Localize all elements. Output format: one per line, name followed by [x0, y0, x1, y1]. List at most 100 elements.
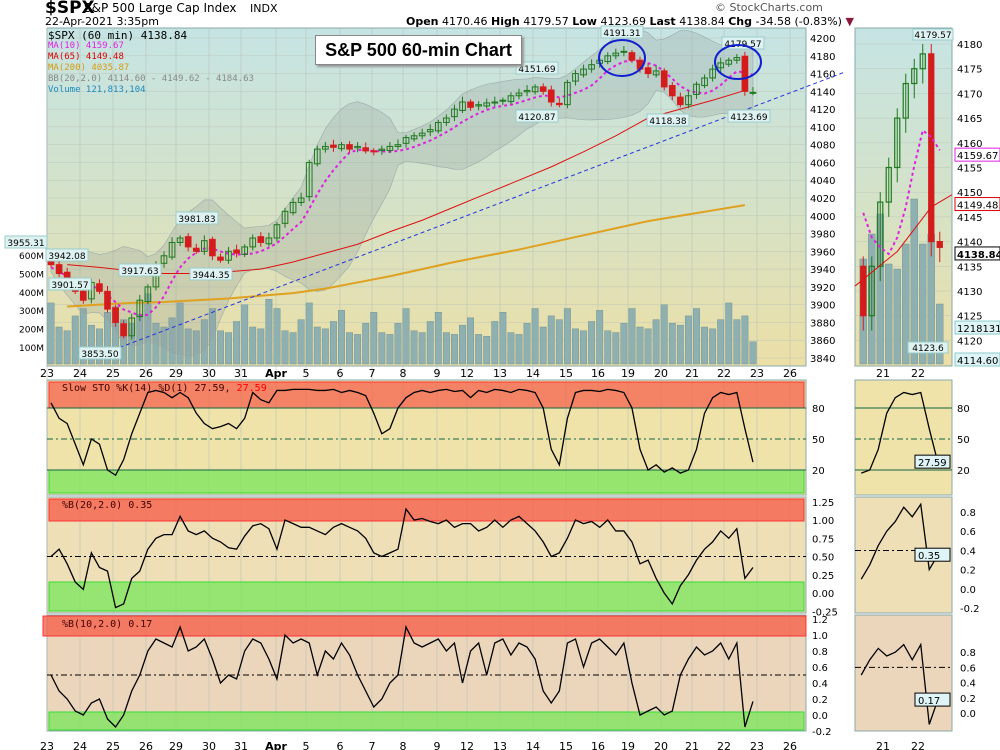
y-tick-label: 3880	[810, 318, 835, 329]
candle-body	[741, 55, 749, 92]
volume-bar	[539, 326, 547, 365]
volume-bar	[555, 319, 563, 365]
legend-bb: BB(20,2.0) 4114.60 - 4149.62 - 4184.63	[48, 74, 254, 84]
x-tick-label: 29	[169, 367, 183, 380]
candle-body	[362, 147, 370, 152]
volume-bar	[475, 334, 483, 365]
volume-bar	[200, 319, 208, 365]
zoom-y-tick-label: 4120	[957, 336, 982, 347]
volume-bar	[225, 332, 232, 365]
volume-bar	[71, 315, 79, 365]
volume-bar	[717, 319, 725, 365]
x-tick-label: 30	[202, 367, 216, 380]
candle-body	[588, 64, 595, 70]
watermark: © StockCharts.com	[715, 1, 823, 14]
zoom-candle-body	[860, 265, 867, 317]
candle-body	[572, 73, 579, 82]
volume-bar	[644, 328, 652, 365]
candle-body	[467, 101, 474, 108]
price-label: 3901.57	[51, 281, 88, 291]
y-tick-label: 4120	[810, 105, 835, 116]
ma10-line	[50, 59, 754, 317]
volume-bar	[354, 334, 362, 365]
x-tick-label: 24	[73, 740, 87, 750]
zoom-x-tick-label: 21	[876, 740, 890, 750]
zoom-y-tick-label: 4125	[957, 312, 982, 323]
x-tick-label: 31	[234, 740, 248, 750]
x-tick-label: 23	[750, 367, 764, 380]
oversold-zone	[48, 469, 805, 494]
candle-body	[483, 102, 491, 107]
x-tick-label: 26	[139, 740, 153, 750]
x-tick-label: 26	[783, 740, 797, 750]
x-tick-label: 24	[73, 367, 87, 380]
zoom-y-tick-label: 0.6	[960, 527, 976, 538]
candle-body	[539, 86, 547, 92]
price-label-box	[4, 235, 48, 249]
price-label-box	[515, 61, 559, 75]
candle-body	[79, 290, 87, 301]
zoom-tag-box	[954, 320, 1000, 335]
oversold-zone	[48, 711, 805, 731]
volume-bar	[79, 308, 87, 365]
candle-body	[209, 238, 216, 257]
volume-bar	[580, 330, 587, 365]
pctb10-line	[50, 624, 754, 729]
candle-body	[418, 132, 426, 137]
volume-tick-label: 600M	[19, 252, 44, 262]
zoom-low-label: 4123.6	[912, 344, 944, 354]
volume-tick-label: 500M	[19, 270, 44, 280]
x-tick-label: 19	[621, 367, 635, 380]
zoom-candle-body	[936, 241, 943, 248]
candle-body	[160, 255, 168, 264]
volume-bar	[265, 299, 273, 365]
zoom-candle-body	[902, 82, 909, 119]
volume-bar	[612, 332, 620, 365]
volume-bar	[749, 341, 757, 365]
y-tick-label: 1.00	[812, 516, 834, 527]
zoom-x-tick-label: 21	[876, 367, 890, 380]
zoom-y-tick-label: 4160	[957, 139, 982, 150]
x-tick-label: 7	[369, 740, 376, 750]
candle-body	[402, 137, 410, 144]
zoom-candle-body	[868, 265, 875, 317]
candle-body	[523, 89, 531, 93]
zoom-tag-box	[954, 246, 1000, 261]
candle-body	[96, 283, 103, 292]
price-label-box	[189, 267, 233, 281]
zoom-indicator-tag: 27.59	[918, 458, 947, 469]
volume-bar	[338, 310, 345, 365]
price-label: 3955.31	[7, 239, 44, 249]
y-tick-label: 4180	[810, 52, 835, 63]
candle-body	[443, 117, 450, 123]
volume-bar	[620, 323, 628, 365]
high-value: 4179.57	[523, 15, 569, 28]
zoom-tag-volume: 1218131	[957, 324, 1000, 335]
candle-body	[612, 52, 620, 57]
zoom-y-tick-label: 80	[957, 404, 970, 415]
volume-tick-label: 100M	[19, 344, 44, 354]
price-label: 4118.38	[649, 117, 686, 127]
volume-bar	[507, 332, 515, 365]
candle-body	[370, 150, 378, 153]
volume-bar	[660, 304, 668, 365]
y-tick-label: 3860	[810, 336, 835, 347]
candle-body	[184, 236, 192, 248]
candle-body	[249, 237, 257, 248]
candle-body	[128, 317, 136, 337]
y-tick-label: 4040	[810, 176, 835, 187]
volume-bar	[693, 308, 700, 365]
last-label: Last	[649, 15, 676, 28]
volume-bar	[523, 323, 531, 365]
price-label: 3853.50	[81, 350, 118, 360]
volume-bar	[676, 324, 684, 365]
y-tick-label: 0.4	[812, 679, 828, 690]
price-label-box	[600, 25, 644, 39]
candle-body	[394, 144, 402, 147]
open-value: 4170.46	[442, 15, 488, 28]
candle-body	[693, 83, 700, 95]
y-tick-label: 4000	[810, 212, 835, 223]
candle-body	[725, 59, 733, 65]
volume-bar	[120, 319, 128, 365]
last-value: 4138.84	[679, 15, 725, 28]
